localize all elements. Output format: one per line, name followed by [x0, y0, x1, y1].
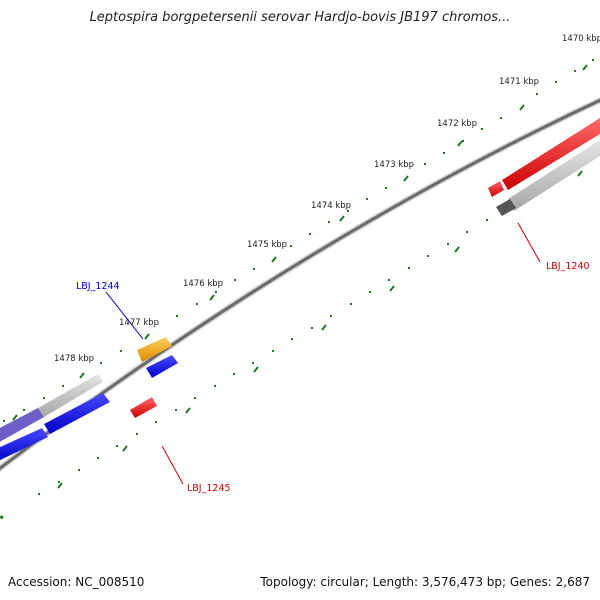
gene-lbj-1245[interactable] — [130, 397, 157, 418]
ruler-labels: 1470 kbp 1471 kbp 1472 kbp 1473 kbp 1474… — [54, 34, 600, 364]
ruler-label-1475: 1475 kbp — [247, 240, 287, 250]
ruler-label-1474: 1474 kbp — [311, 201, 351, 211]
gene-lbj-1244[interactable] — [137, 337, 172, 362]
accession-text: Accession: NC_008510 — [8, 575, 145, 589]
label-leaders — [105, 222, 541, 485]
gene-cluster-left[interactable] — [0, 393, 110, 462]
gene-label-lbj-1240[interactable]: LBJ_1240 — [546, 261, 590, 272]
ruler-label-1476: 1476 kbp — [183, 279, 223, 289]
outer-tick-ring — [3, 59, 594, 422]
inner-tick-ring — [0, 159, 585, 520]
gene-label-lbj-1244[interactable]: LBJ_1244 — [76, 281, 120, 292]
ruler-label-1470: 1470 kbp — [562, 34, 600, 44]
ruler-label-1471: 1471 kbp — [499, 77, 539, 87]
map-title: Leptospira borgpetersenii serovar Hardjo… — [89, 10, 511, 25]
ruler-label-1477: 1477 kbp — [119, 318, 159, 328]
gene-label-lbj-1245[interactable]: LBJ_1245 — [187, 483, 231, 494]
topology-summary: Topology: circular; Length: 3,576,473 bp… — [260, 575, 590, 589]
gene-lbj-1244-group[interactable] — [137, 337, 178, 378]
ruler-label-1472: 1472 kbp — [437, 119, 477, 129]
gray-feature-bars — [38, 140, 600, 417]
gene-cluster-right[interactable] — [488, 118, 600, 197]
ruler-label-1473: 1473 kbp — [374, 160, 414, 170]
ruler-label-1478: 1478 kbp — [54, 354, 94, 364]
gene-blue-1244b[interactable] — [146, 355, 178, 378]
